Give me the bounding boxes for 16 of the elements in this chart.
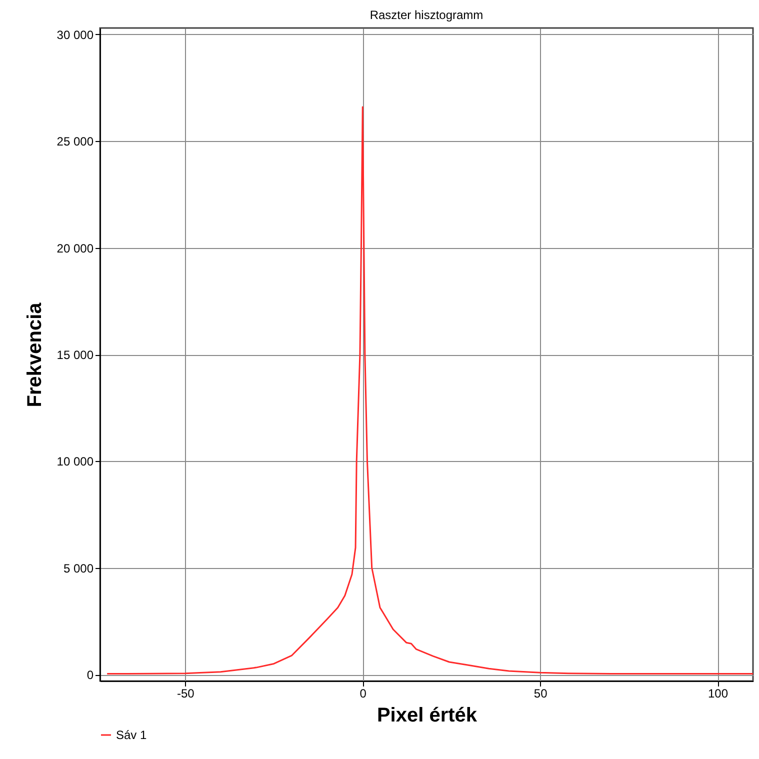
x-tick-label: 50 [534,686,548,700]
y-axis-title: Frekvencia [24,302,46,408]
x-tick-label: 0 [360,686,367,700]
y-tick-label: 20 000 [56,241,94,256]
chart-title: Raszter hisztogramm [370,8,484,22]
y-tick-label: 5 000 [63,561,94,576]
y-tick-label: 30 000 [56,28,94,42]
legend-label: Sáv 1 [116,728,148,742]
x-tick-label: 100 [708,686,728,700]
y-tick-label: 15 000 [56,348,94,362]
y-tick-label: 0 [86,668,94,682]
x-axis-title: Pixel érték [376,704,478,726]
line-series [106,106,753,674]
y-tick-label: 10 000 [56,454,94,469]
x-tick-label: -50 [177,686,195,700]
y-tick-label: 25 000 [56,134,94,149]
